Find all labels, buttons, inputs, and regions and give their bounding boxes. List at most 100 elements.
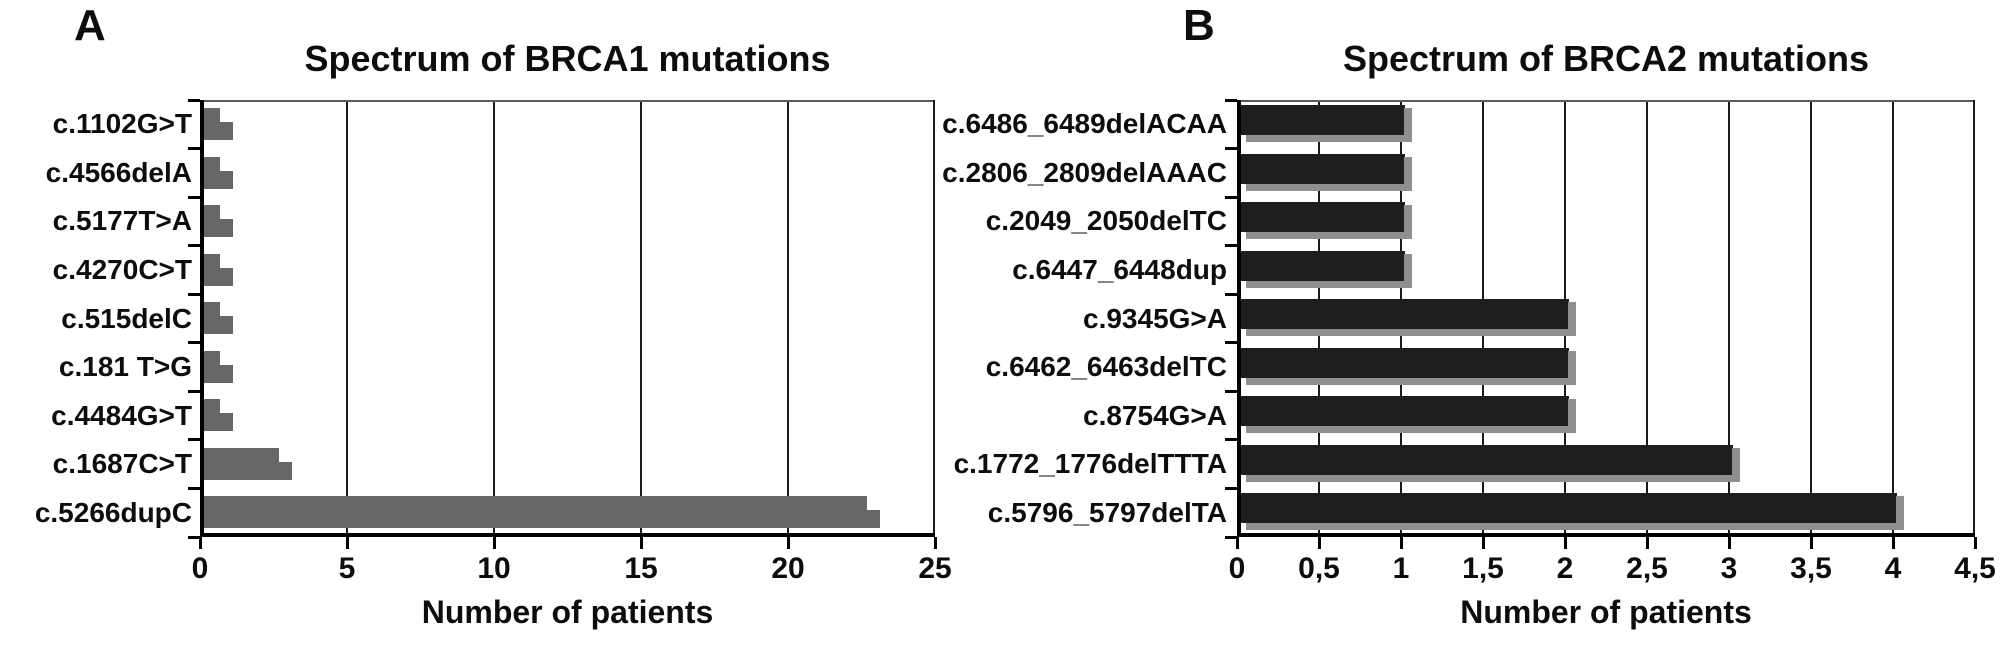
bar-main: [1241, 153, 1405, 184]
bar-top-face: [204, 350, 220, 365]
y-axis-tick: [1225, 292, 1237, 296]
bar-shadow: [1246, 232, 1411, 240]
category-label: c.6462_6463delTC: [985, 351, 1227, 383]
category-label: c.4566delA: [45, 156, 192, 188]
x-tick-label: 0,5: [1298, 552, 1340, 585]
bar-top-face: [204, 253, 220, 268]
bar-top-face: [204, 108, 220, 122]
y-axis-tick: [188, 535, 200, 539]
category-label: c.515delC: [61, 302, 192, 334]
panel-letter: A: [74, 1, 106, 50]
x-axis-tick: [1891, 537, 1895, 549]
y-axis-tick: [1225, 147, 1237, 151]
bar-main: [1241, 493, 1897, 524]
bar: [1241, 396, 1576, 434]
x-tick-label: 0: [191, 552, 209, 585]
chart-title: Spectrum of BRCA2 mutations: [1342, 38, 1870, 79]
plot-border-top: [1237, 100, 1975, 102]
x-axis-tick: [1645, 537, 1649, 549]
bar: [1241, 444, 1740, 482]
bar-end-cap: [1896, 496, 1904, 531]
bar: [1241, 105, 1412, 142]
bar-front-face: [204, 219, 233, 238]
category-label: c.4270C>T: [52, 253, 192, 285]
x-axis-tick: [492, 537, 496, 549]
bar: [1241, 347, 1576, 385]
x-tick-label: 10: [477, 552, 511, 585]
x-tick-label: 1: [1392, 552, 1410, 585]
bar: [1241, 299, 1576, 337]
category-label: c.1772_1776delTTTA: [953, 448, 1227, 480]
bar: [204, 108, 233, 140]
y-axis-tick: [1225, 98, 1237, 102]
gridline: [787, 100, 789, 537]
x-axis-tick: [1563, 537, 1567, 549]
x-tick-label: 4: [1884, 552, 1902, 585]
x-tick-label: 1,5: [1462, 552, 1504, 585]
y-axis-tick: [188, 438, 200, 442]
bar-front-face: [204, 413, 233, 432]
x-tick-label: 25: [918, 552, 952, 585]
bar-shadow: [1246, 135, 1411, 142]
panel-letter: B: [1183, 1, 1215, 50]
gridline: [493, 100, 495, 537]
bar-front-face: [204, 170, 233, 189]
y-axis-tick: [188, 389, 200, 393]
x-axis-tick: [786, 537, 790, 549]
bar-main: [1241, 347, 1569, 378]
y-axis-tick: [188, 292, 200, 296]
bar-main: [1241, 444, 1733, 475]
y-axis-tick: [188, 195, 200, 199]
gridline: [1892, 100, 1894, 537]
y-axis-tick: [1225, 486, 1237, 490]
category-label: c.6486_6489delACAA: [942, 108, 1227, 140]
bar-end-cap: [1568, 399, 1576, 434]
bar-front-face: [204, 122, 233, 140]
x-axis-tick: [198, 537, 202, 549]
x-axis-tick: [345, 537, 349, 549]
bar-top-face: [204, 447, 279, 462]
category-label: c.5796_5797delTA: [987, 496, 1227, 528]
x-axis-tick: [1317, 537, 1321, 549]
category-label: c.8754G>A: [1083, 399, 1227, 431]
bar: [204, 399, 233, 432]
x-axis-tick: [1235, 537, 1239, 549]
bar-main: [1241, 250, 1405, 281]
gridline: [1646, 100, 1648, 537]
bar: [1241, 493, 1904, 531]
plot-area: [200, 100, 935, 537]
gridline: [1728, 100, 1730, 537]
bar-shadow: [1246, 329, 1575, 337]
plot-border-top: [200, 100, 935, 102]
x-axis-tick: [933, 537, 937, 549]
category-label: c.2806_2809delAAAC: [942, 156, 1227, 188]
bar-shadow: [1246, 474, 1739, 482]
plot-border-bottom: [200, 533, 935, 537]
gridline: [1810, 100, 1812, 537]
category-label: c.9345G>A: [1083, 302, 1227, 334]
bar: [1241, 153, 1412, 191]
bar-shadow: [1246, 377, 1575, 385]
bar-front-face: [204, 461, 292, 480]
x-tick-label: 3: [1720, 552, 1738, 585]
category-label: c.5177T>A: [52, 205, 192, 237]
y-axis-tick: [188, 244, 200, 248]
bar-end-cap: [1404, 108, 1412, 142]
x-tick-label: 4,5: [1954, 552, 1996, 585]
plot-border-left: [1237, 100, 1241, 537]
y-axis-tick: [1225, 244, 1237, 248]
bar: [204, 205, 233, 238]
plot-border-left: [200, 100, 204, 537]
bar: [204, 156, 233, 189]
bar: [204, 350, 233, 383]
plot-border-right: [1973, 100, 1975, 537]
bar-main: [1241, 202, 1405, 233]
y-axis-tick: [188, 98, 200, 102]
bar-front-face: [204, 364, 233, 383]
bar-front-face: [204, 316, 233, 335]
gridline: [346, 100, 348, 537]
chart-title: Spectrum of BRCA1 mutations: [304, 38, 831, 79]
